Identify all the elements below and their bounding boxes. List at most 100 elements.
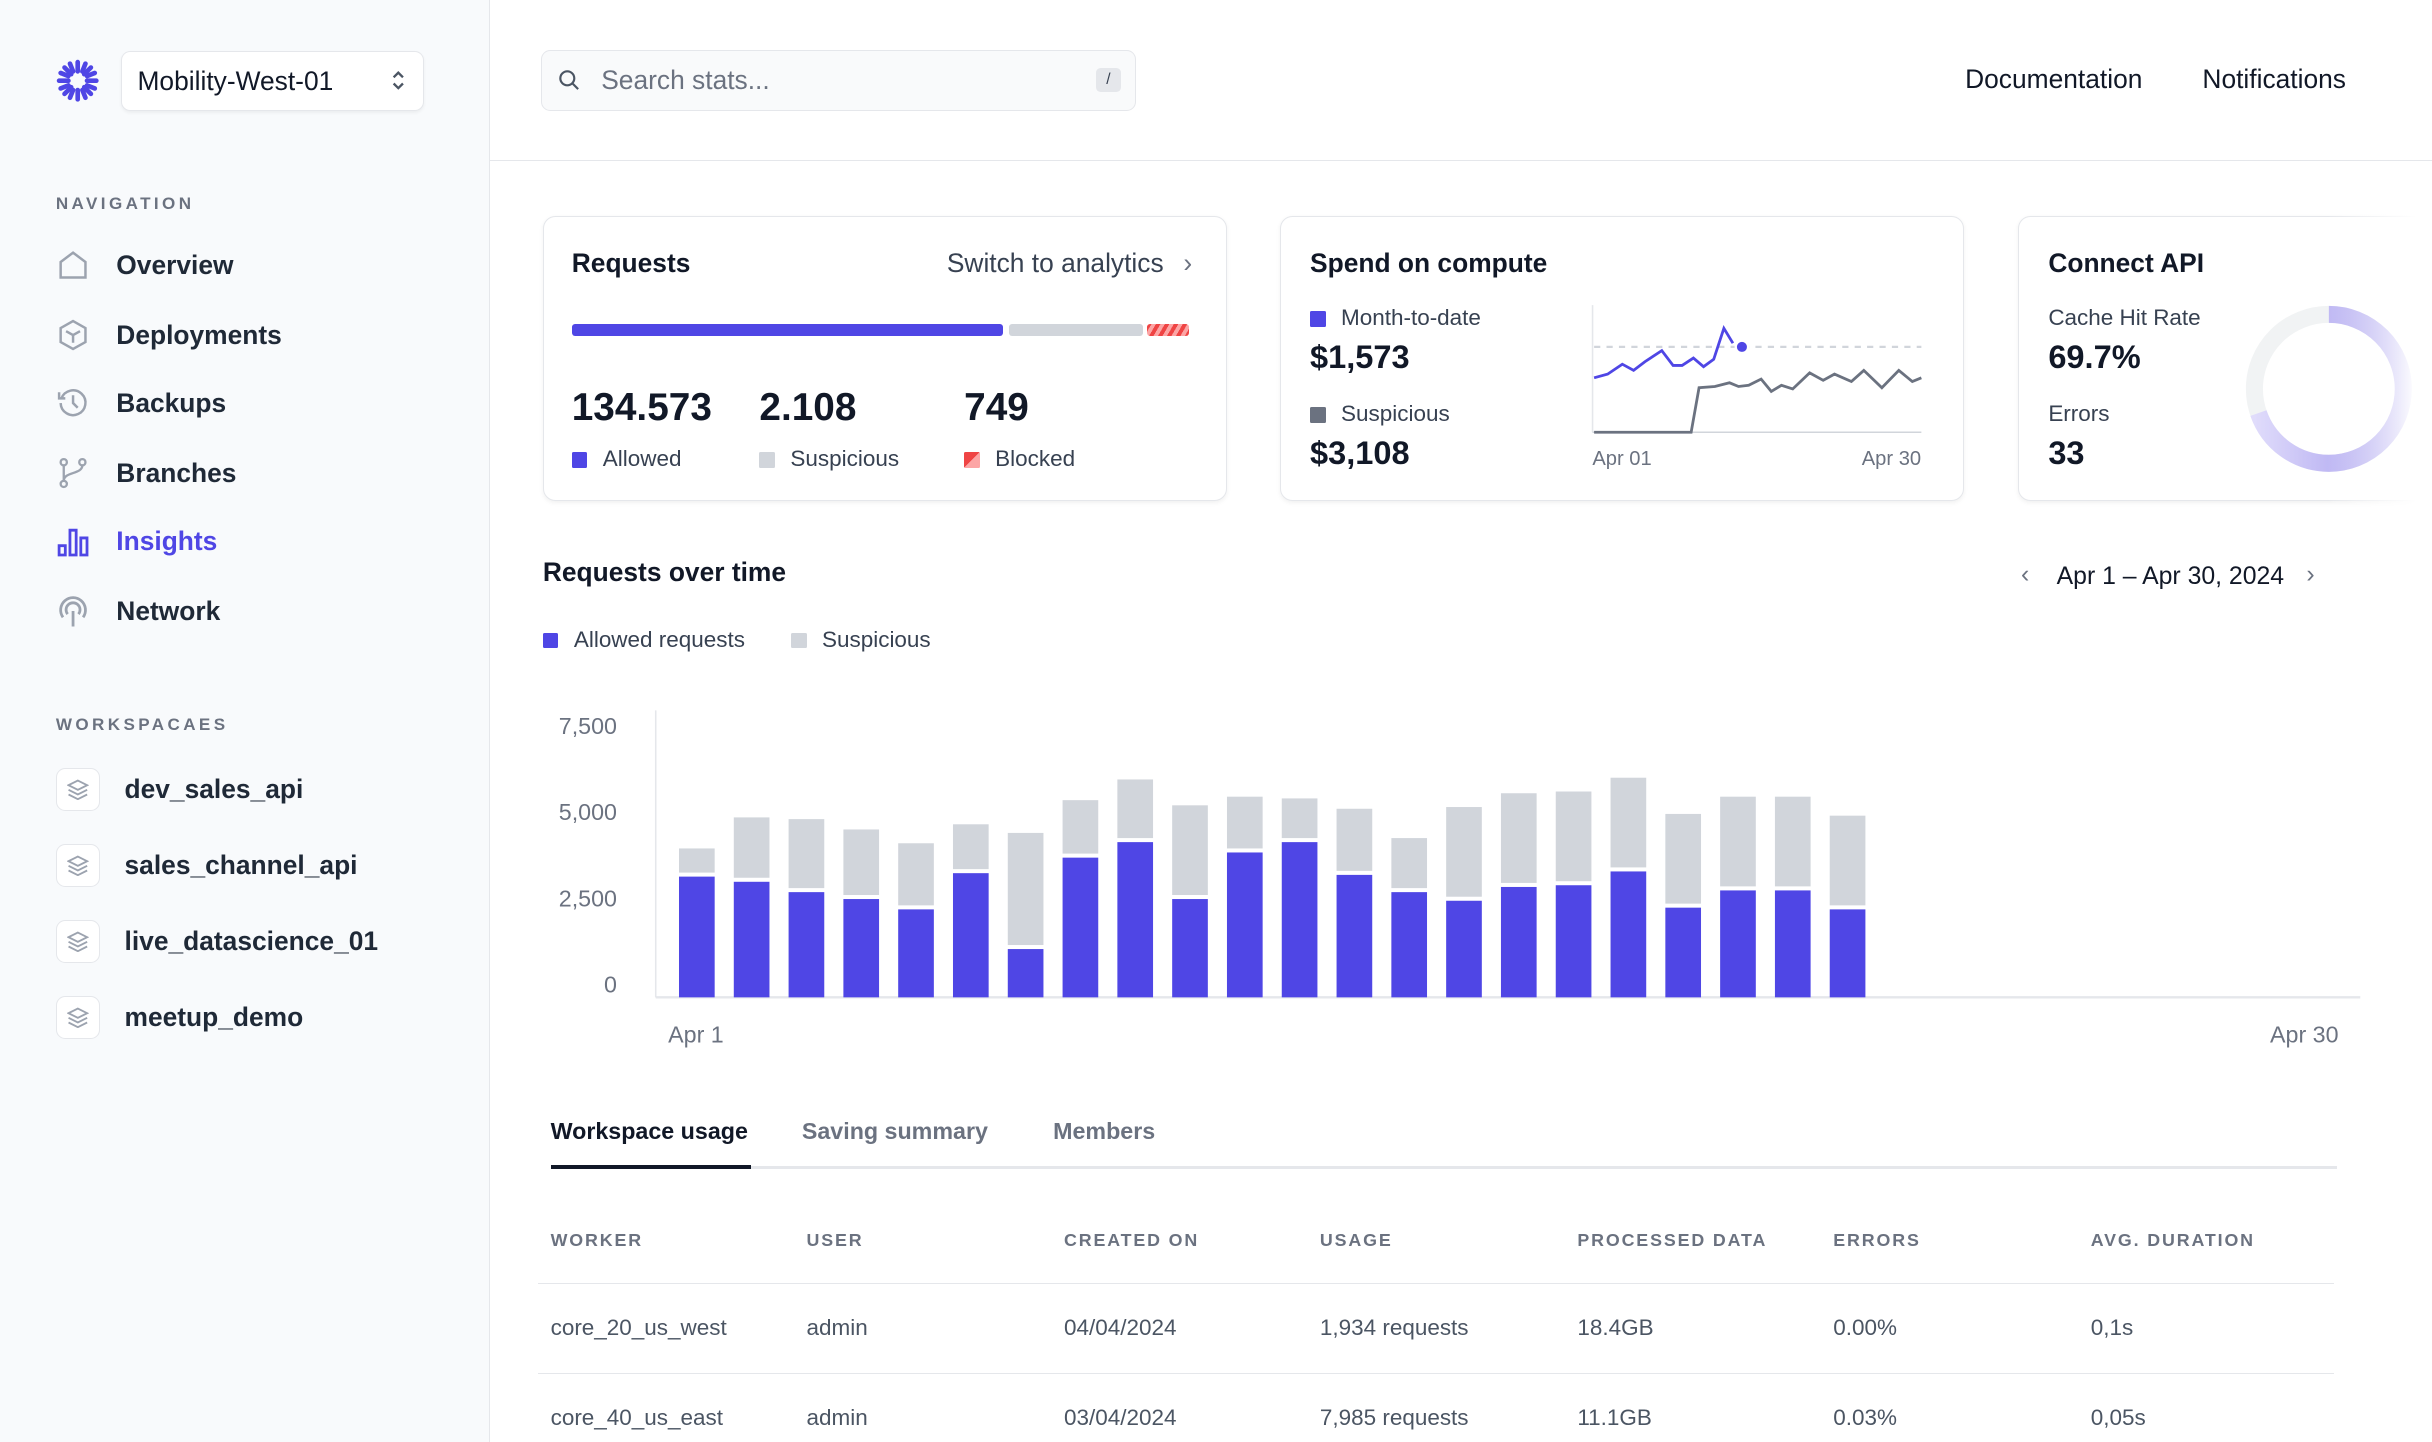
spark-x-start: Apr 01	[1592, 447, 1652, 470]
cube-icon	[59, 319, 87, 351]
tabs-divider	[550, 1166, 2338, 1170]
table-cell: 0,05s	[2090, 1405, 2146, 1431]
table-cell: 0,1s	[2090, 1315, 2134, 1341]
x-tick-label: Apr 1	[668, 1021, 724, 1047]
sidebar-item-label: Insights	[116, 525, 218, 556]
bar-suspicious	[953, 824, 989, 870]
workspaces-label: WORKSPACAES	[55, 715, 229, 734]
bar-suspicious	[1446, 806, 1483, 897]
legend-label: Suspicious	[790, 446, 900, 472]
spend-sparkline	[1591, 304, 1922, 434]
spark-marker	[1734, 339, 1750, 355]
bar-suspicious	[734, 817, 770, 878]
legend-label: Allowed requests	[573, 626, 745, 652]
bar-allowed	[1446, 900, 1483, 998]
bar-suspicious	[1282, 798, 1318, 839]
workspace-selector[interactable]: Mobility-West-01	[120, 51, 424, 111]
requests-bar-chart: 0 2,500 5,000 7,500 Apr 1 Apr 30	[559, 710, 2361, 1047]
bar-allowed	[1720, 890, 1757, 998]
sidebar-item-backups[interactable]: Backups	[56, 378, 459, 428]
keyboard-shortcut-badge: /	[1096, 67, 1121, 93]
legend-suspicious: Suspicious	[759, 446, 899, 472]
bar-suspicious	[1556, 791, 1592, 882]
column-header-user: USER	[806, 1229, 864, 1250]
suspicious-value: 2.108	[759, 385, 857, 429]
bar-allowed	[1282, 842, 1318, 998]
allowed-swatch	[542, 632, 559, 649]
sidebar-item-label: Backups	[116, 387, 227, 418]
git-branch-icon	[59, 457, 87, 489]
bar-allowed	[1117, 842, 1154, 998]
active-tab-indicator	[550, 1164, 751, 1170]
bar-suspicious	[1665, 813, 1702, 904]
legend-label: Suspicious	[1341, 401, 1450, 427]
sidebar: Mobility-West-01 NAVIGATION Overview Dep…	[0, 0, 490, 1442]
bar-allowed	[1501, 886, 1537, 998]
bar-suspicious	[1830, 815, 1866, 906]
tab-members[interactable]: Members	[1053, 1118, 1156, 1145]
legend-blocked: Blocked	[964, 446, 1075, 472]
sidebar-item-label: Overview	[116, 249, 234, 280]
bar-allowed	[1391, 892, 1428, 998]
sidebar-item-overview[interactable]: Overview	[56, 240, 459, 290]
legend-suspicious: Suspicious	[791, 627, 931, 653]
next-range-button[interactable]: ›	[2306, 561, 2314, 589]
layers-icon	[55, 767, 100, 812]
bar-allowed	[1610, 871, 1647, 998]
bar-allowed	[679, 876, 715, 998]
tab-workspace-usage[interactable]: Workspace usage	[550, 1118, 748, 1145]
blocked-swatch	[964, 452, 980, 468]
legend-allowed-requests: Allowed requests	[542, 626, 745, 653]
suspicious-spend-value: $3,108	[1310, 435, 1410, 472]
card-title: Requests	[571, 247, 691, 278]
sidebar-item-label: Deployments	[116, 319, 282, 350]
bar-allowed	[843, 898, 880, 998]
requests-card: Requests Switch to analytics › 134.573 2…	[542, 215, 1228, 502]
workspace-item[interactable]: live_datascience_01	[55, 918, 459, 965]
mtd-value: $1,573	[1310, 339, 1410, 376]
table-cell: 1,934 requests	[1319, 1315, 1469, 1341]
search-input[interactable]	[598, 63, 1070, 98]
bar-allowed	[1775, 890, 1811, 998]
legend-suspicious: Suspicious	[1310, 401, 1450, 427]
mtd-swatch	[1310, 311, 1326, 327]
column-header-created-on: CREATED ON	[1063, 1229, 1200, 1250]
fade-overlay	[2326, 201, 2432, 520]
bar-suspicious	[1227, 796, 1263, 849]
workspace-label: live_datascience_01	[124, 925, 379, 956]
bar-allowed	[1556, 885, 1592, 998]
blocked-value: 749	[964, 385, 1029, 429]
documentation-link[interactable]: Documentation	[1965, 63, 2143, 94]
sidebar-item-insights[interactable]: Insights	[56, 516, 459, 566]
card-title: Spend on compute	[1310, 247, 1548, 278]
bar-chart-icon	[57, 529, 89, 557]
legend-month-to-date: Month-to-date	[1310, 305, 1481, 331]
search-box[interactable]: /	[541, 49, 1136, 111]
tab-saving-summary[interactable]: Saving summary	[801, 1118, 988, 1145]
y-tick-label: 5,000	[559, 799, 617, 825]
x-tick-label: Apr 30	[2270, 1021, 2339, 1047]
home-icon	[59, 251, 87, 279]
card-title: Connect API	[2048, 247, 2205, 278]
legend-label: Blocked	[995, 446, 1076, 472]
layers-icon	[55, 919, 100, 964]
notifications-link[interactable]: Notifications	[2202, 63, 2346, 94]
sidebar-item-branches[interactable]: Branches	[56, 448, 459, 498]
column-header-usage: USAGE	[1319, 1229, 1393, 1250]
switch-to-analytics-link[interactable]: Switch to analytics ›	[947, 248, 1192, 279]
previous-range-button[interactable]: ‹	[2021, 561, 2029, 589]
bar-suspicious	[1501, 793, 1537, 883]
table-cell: 04/04/2024	[1063, 1315, 1177, 1341]
workspace-item[interactable]: sales_channel_api	[55, 842, 459, 889]
table-cell: core_20_us_west	[550, 1315, 727, 1341]
errors-value: 33	[2048, 435, 2085, 472]
cache-hit-value: 69.7%	[2048, 339, 2141, 376]
bar-suspicious	[1775, 796, 1811, 887]
workspace-item[interactable]: meetup_demo	[55, 994, 459, 1041]
bar-allowed	[734, 881, 770, 998]
bar-suspicious	[1610, 777, 1647, 868]
bar-allowed	[1336, 874, 1373, 998]
workspace-item[interactable]: dev_sales_api	[55, 766, 459, 813]
sidebar-item-deployments[interactable]: Deployments	[56, 310, 459, 360]
sidebar-item-network[interactable]: Network	[56, 586, 459, 636]
